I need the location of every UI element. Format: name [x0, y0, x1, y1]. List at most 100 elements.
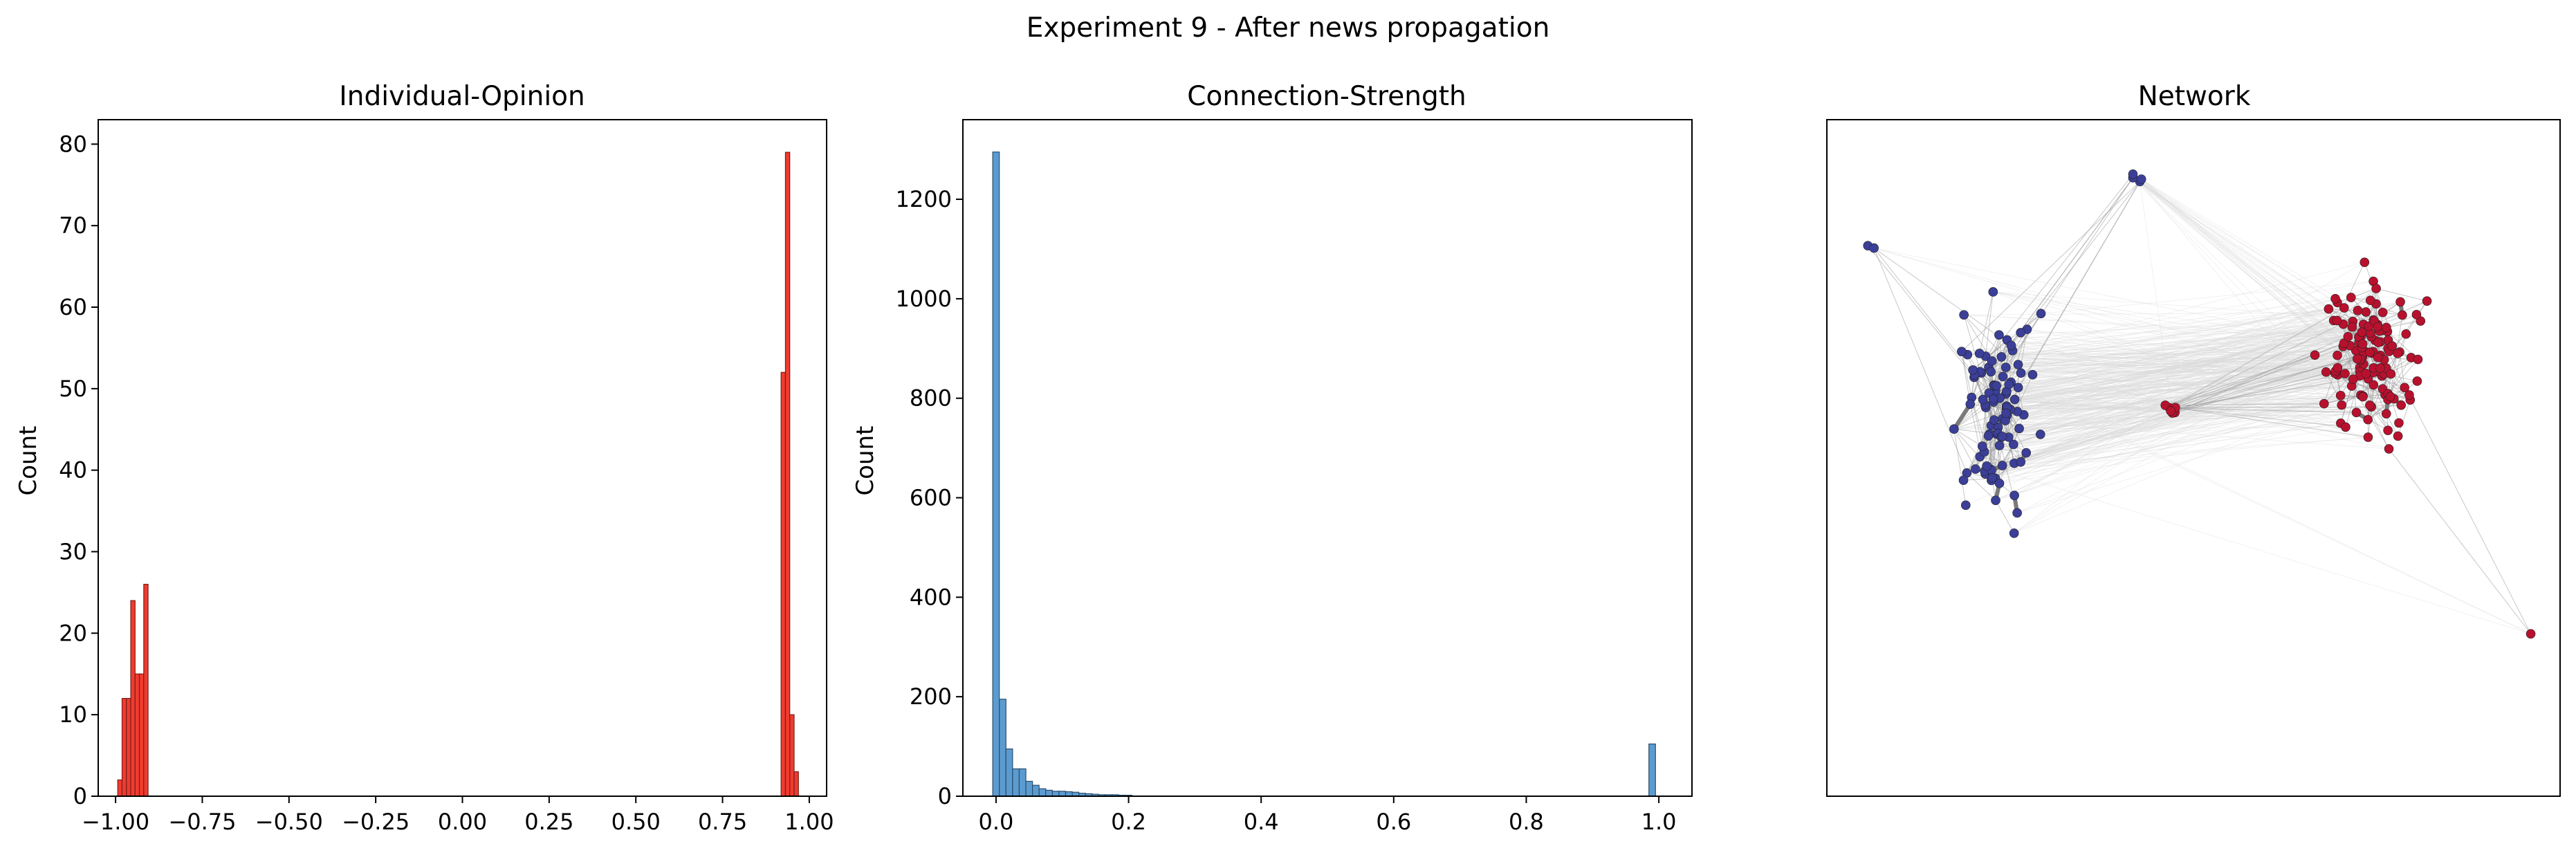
network-node — [1982, 461, 1991, 471]
network-edge — [2133, 177, 2374, 369]
network-edge — [1991, 360, 2338, 376]
network-edge — [2171, 351, 2371, 412]
network-edge — [1873, 248, 2012, 346]
network-edge — [1980, 371, 2373, 373]
network-node — [2400, 383, 2410, 393]
x-tick-label: 0.00 — [438, 809, 487, 835]
network-edge — [1993, 340, 2007, 385]
network-edge — [1985, 327, 2386, 405]
network-node — [2386, 369, 2396, 379]
x-tick-label: 0.6 — [1376, 809, 1411, 835]
network-edge — [2005, 367, 2386, 421]
network-edge — [2398, 399, 2411, 436]
network-edge — [1985, 302, 2401, 475]
network-edge — [1967, 436, 2368, 474]
network-edge — [1975, 378, 2368, 470]
network-edge — [1988, 297, 2351, 436]
network-edge — [1981, 321, 2353, 374]
histogram-bar — [789, 714, 795, 797]
network-edge — [2002, 413, 2386, 419]
network-edge — [1874, 248, 2411, 358]
network-edge — [1980, 326, 2369, 372]
histogram-bar — [130, 600, 136, 797]
network-edge — [2005, 355, 2338, 368]
network-edge — [1987, 367, 2374, 467]
network-edge — [2001, 307, 2344, 358]
network-node — [1998, 371, 2008, 382]
network-edge — [2019, 406, 2372, 429]
network-edge — [1980, 367, 2380, 372]
network-edge — [2020, 332, 2170, 408]
network-edge — [1974, 374, 2346, 428]
network-edge — [2171, 373, 2346, 412]
network-node — [2357, 339, 2368, 349]
network-edge — [1999, 324, 2378, 446]
network-edge — [2133, 177, 2315, 356]
network-node — [1994, 441, 2005, 450]
network-edge — [1996, 351, 2365, 434]
network-node — [2340, 369, 2350, 378]
network-edge — [2005, 311, 2366, 368]
network-edge — [1990, 371, 2326, 470]
network-node — [2021, 448, 2032, 458]
network-edge — [2021, 372, 2357, 413]
network-node — [2348, 374, 2358, 384]
network-node — [1958, 475, 1969, 486]
network-edge — [2005, 321, 2353, 368]
network-edge — [2002, 374, 2391, 419]
network-edge — [2002, 358, 2361, 466]
network-node — [2136, 174, 2146, 184]
histogram-bar — [1018, 768, 1027, 797]
network-edge — [2014, 412, 2173, 534]
network-node — [2398, 310, 2407, 320]
network-edge — [1961, 351, 2341, 424]
network-edge — [1992, 374, 2391, 479]
network-edge — [2021, 380, 2418, 463]
network-edge-strong — [1951, 402, 1973, 432]
network-edge — [1985, 419, 2368, 475]
network-edge — [1963, 396, 2364, 481]
network-node — [1949, 424, 1959, 434]
network-edge — [1971, 397, 2173, 414]
network-edge — [1995, 353, 2373, 392]
network-edge — [2014, 348, 2389, 400]
network-edge — [2002, 436, 2368, 466]
network-node — [2381, 409, 2391, 419]
network-edge — [2141, 178, 2383, 389]
histogram-bar — [117, 779, 123, 797]
network-edge — [2010, 407, 2170, 410]
network-edge — [1994, 364, 2364, 386]
network-edge — [1993, 291, 2342, 424]
network-edge — [1964, 314, 2381, 342]
network-title: Network — [2138, 81, 2251, 112]
x-tick-label: 1.0 — [1641, 809, 1677, 835]
network-edge — [1985, 327, 2353, 408]
network-node — [2324, 304, 2334, 314]
network-node — [1968, 365, 1978, 375]
network-edge — [1982, 385, 2352, 400]
network-edge — [2169, 311, 2366, 408]
network-edge — [1974, 350, 2356, 378]
network-node — [1971, 464, 1980, 474]
histogram-bar — [1025, 780, 1033, 797]
strength-histogram: Connection-Strength Count 0.0 0.2 0.4 0.6 0.… — [852, 81, 1693, 835]
network-node — [2319, 398, 2329, 409]
network-edge — [1990, 181, 2140, 372]
network-edge — [1992, 298, 2336, 479]
network-edge — [1971, 331, 2362, 398]
strength-histogram-yticks: 0 200 400 600 800 1000 1200 — [896, 186, 963, 809]
opinion-histogram: Individual-Opinion Count −1.00 −0.75 −0.50… — [15, 81, 834, 835]
network-node — [2377, 307, 2388, 318]
network-edge — [1994, 405, 2402, 421]
network-edge — [1993, 396, 2364, 400]
network-edge — [1993, 309, 2329, 403]
network-edge — [1985, 405, 2402, 472]
network-edge — [2169, 307, 2345, 408]
network-node — [1960, 500, 1971, 511]
network-edge — [2006, 320, 2337, 392]
network-node — [2401, 329, 2411, 339]
network-node — [2358, 392, 2368, 402]
y-tick-label: 0 — [938, 783, 952, 809]
network-edge — [2017, 357, 2378, 412]
network-edge — [2026, 374, 2391, 453]
